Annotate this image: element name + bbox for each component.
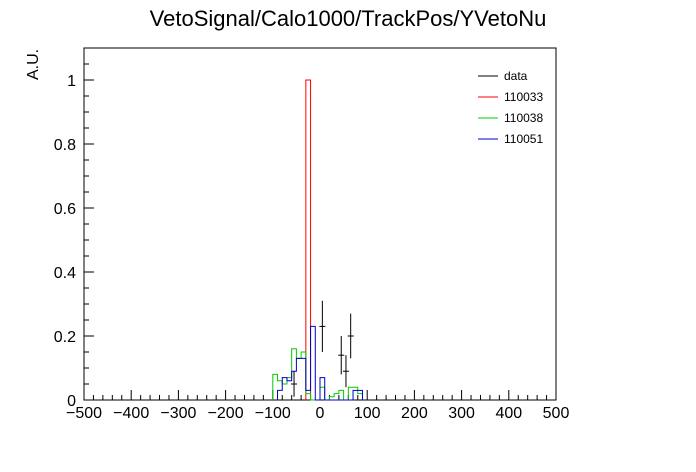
x-tick-labels: −500 −400 −300 −200 −100 0 100 200 300 400 500 (66, 405, 569, 422)
x-tick-label: 100 (354, 405, 381, 422)
x-tick-label: −200 (208, 405, 244, 422)
series-layer (272, 79, 363, 401)
series-110051-histogram (277, 325, 363, 401)
y-tick-label: 0.6 (54, 201, 76, 218)
x-tick-label: 300 (448, 405, 475, 422)
legend-label-data: data (504, 69, 528, 83)
x-tick-label: 200 (401, 405, 428, 422)
y-tick-label: 0.4 (54, 265, 76, 282)
legend: data 110033 110038 110051 (478, 69, 543, 146)
legend-label-110051: 110051 (504, 132, 543, 146)
x-tick-label: 500 (543, 405, 570, 422)
plot-frame (83, 47, 557, 401)
axis-ticks (83, 47, 557, 401)
x-tick-label: −500 (66, 405, 102, 422)
x-tick-label: −100 (255, 405, 291, 422)
legend-label-110038: 110038 (504, 111, 543, 125)
x-tick-label: −400 (113, 405, 149, 422)
y-tick-label: 0 (67, 393, 76, 410)
y-tick-label: 0.2 (54, 329, 76, 346)
series-110033-histogram (305, 79, 312, 400)
legend-label-110033: 110033 (504, 90, 543, 104)
y-tick-labels: 0 0.2 0.4 0.6 0.8 1 (54, 73, 76, 410)
y-tick-label: 0.8 (54, 137, 76, 154)
chart-title: VetoSignal/Calo1000/TrackPos/YVetoNu (150, 6, 547, 31)
series-110038-histogram (272, 348, 363, 401)
x-tick-label: −300 (160, 405, 196, 422)
x-tick-label: 0 (316, 405, 325, 422)
y-tick-label: 1 (67, 73, 76, 90)
x-tick-label: 400 (495, 405, 522, 422)
y-axis-label: A.U. (25, 49, 42, 80)
